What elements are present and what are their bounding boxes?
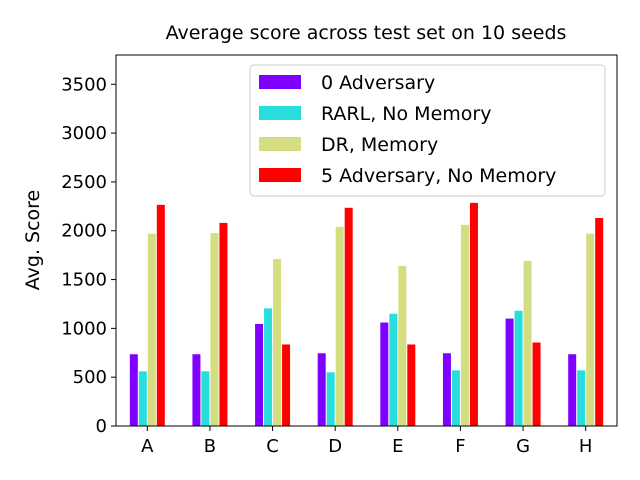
legend-swatch	[259, 75, 301, 89]
x-tick-label: G	[516, 436, 530, 457]
bar-F-series-0	[442, 353, 451, 426]
y-tick-label: 1500	[61, 270, 107, 291]
x-tick-label: C	[266, 436, 279, 457]
bar-F-series-1	[451, 370, 460, 426]
x-tick-label: D	[328, 436, 342, 457]
bar-H-series-1	[577, 370, 586, 426]
legend-box	[249, 64, 606, 197]
bar-H-series-2	[586, 233, 595, 426]
bar-D-series-2	[335, 226, 344, 426]
bar-H-series-0	[568, 354, 577, 426]
y-tick-label: 3500	[61, 74, 107, 95]
bar-D-series-3	[344, 207, 353, 426]
legend-swatch	[259, 168, 301, 182]
legend-label: RARL, No Memory	[321, 103, 491, 125]
x-tick-label: B	[204, 436, 216, 457]
bar-H-series-3	[595, 218, 604, 426]
bar-B-series-0	[192, 354, 201, 426]
bar-F-series-2	[460, 224, 469, 426]
bar-A-series-2	[147, 233, 156, 426]
bar-F-series-3	[469, 202, 478, 426]
bar-G-series-3	[532, 342, 541, 426]
bar-G-series-1	[514, 310, 523, 426]
y-tick-label: 500	[73, 367, 107, 388]
plot-frame	[115, 54, 618, 427]
legend-label: 5 Adversary, No Memory	[321, 165, 556, 187]
legend: 0 Adversary RARL, No Memory DR, Memory 5 Ad…	[249, 64, 606, 197]
bar-A-series-1	[138, 371, 147, 426]
x-tick-label: F	[455, 436, 465, 457]
bar-A-series-3	[156, 204, 165, 426]
chart-title: Average score across test set on 10 seed…	[166, 22, 567, 44]
legend-label: DR, Memory	[321, 134, 438, 156]
bar-B-series-3	[219, 222, 228, 426]
y-axis-label: Avg. Score	[22, 190, 44, 290]
bar-D-series-1	[326, 372, 335, 426]
y-axis: 0 500 1000 1500 2000 2500 3000 3500	[61, 74, 116, 437]
bar-E-series-3	[407, 344, 416, 426]
legend-swatch	[259, 137, 301, 151]
bar-B-series-2	[210, 233, 219, 426]
bars-group	[129, 202, 604, 426]
legend-swatch	[259, 106, 301, 120]
bar-C-series-2	[273, 259, 282, 426]
legend-label: 0 Adversary	[321, 72, 435, 94]
x-tick-label: E	[392, 436, 403, 457]
y-tick-label: 2500	[61, 172, 107, 193]
bar-C-series-0	[255, 323, 264, 426]
y-tick-label: 2000	[61, 221, 107, 242]
bar-E-series-2	[398, 265, 407, 426]
bar-C-series-3	[282, 344, 291, 426]
bar-E-series-1	[389, 313, 398, 426]
y-tick-label: 1000	[61, 318, 107, 339]
bar-E-series-0	[380, 322, 389, 426]
bar-A-series-0	[129, 354, 138, 426]
bar-G-series-2	[523, 261, 532, 426]
x-tick-label: A	[141, 436, 154, 457]
y-tick-label: 0	[96, 416, 107, 437]
bar-G-series-0	[505, 318, 514, 426]
x-tick-label: H	[579, 436, 593, 457]
bar-C-series-1	[264, 308, 273, 426]
bar-D-series-0	[317, 353, 326, 426]
bar-B-series-1	[201, 371, 210, 426]
x-axis: A B C D E F G H	[141, 426, 592, 457]
y-tick-label: 3000	[61, 123, 107, 144]
